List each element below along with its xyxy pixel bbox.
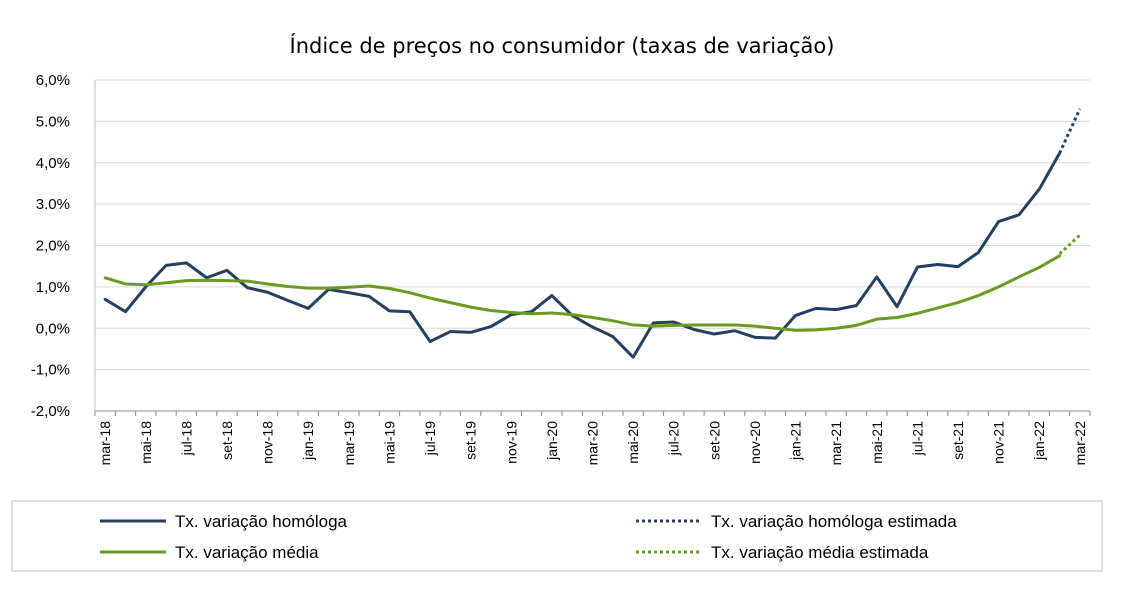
- x-tick-label: set-20: [706, 421, 722, 460]
- y-tick-label: 4,0%: [36, 155, 70, 172]
- series-line-1: [103, 151, 1062, 359]
- y-tick-label: 2,0%: [36, 238, 70, 255]
- y-axis: 6,0% 5.0% 4,0% 3.0% 2,0% 1,0% 0,0% -1,0% -2,0%: [31, 72, 70, 420]
- x-axis: mar-18 mai-18 jul-18 set-18 nov-18 jan-19 mar-…: [94, 80, 1091, 466]
- x-tick-label: nov-18: [260, 421, 276, 464]
- x-tick-label: jan-21: [788, 421, 804, 461]
- x-tick-label: jul-18: [178, 421, 194, 456]
- legend-label-1: Tx. variação homóloga: [175, 512, 348, 531]
- x-tick-label: nov-21: [991, 421, 1007, 464]
- x-tick-label: nov-20: [747, 421, 763, 464]
- legend-label-2: Tx. variação homóloga estimada: [711, 512, 957, 531]
- x-tick-label: mar-18: [97, 421, 113, 466]
- series-line-2: [1058, 108, 1082, 154]
- x-tick-label: jul-20: [666, 421, 682, 456]
- y-tick-label: -2,0%: [31, 403, 70, 420]
- x-tick-label: mar-20: [585, 421, 601, 466]
- x-tick-label: mai-19: [381, 421, 397, 464]
- x-tick-label: set-19: [463, 421, 479, 460]
- x-tick-label: set-21: [950, 421, 966, 460]
- series-layer: [103, 108, 1082, 359]
- y-tick-label: 5.0%: [36, 113, 70, 130]
- legend-label-3: Tx. variação média: [175, 543, 319, 562]
- x-tick-label: jul-19: [422, 421, 438, 456]
- y-tick-label: -1,0%: [31, 362, 70, 379]
- chart-title: Índice de preços no consumidor (taxas de…: [290, 33, 835, 58]
- legend-box: [11, 500, 1103, 572]
- y-tick-label: 0,0%: [36, 320, 70, 337]
- series-line-3: [103, 254, 1062, 332]
- grid: [95, 79, 1090, 412]
- x-tick-label: jul-21: [909, 421, 925, 456]
- y-tick-label: 3.0%: [36, 196, 70, 213]
- x-tick-label: mai-21: [869, 421, 885, 464]
- legend: Tx. variação homóloga Tx. variação homólo…: [11, 500, 1103, 572]
- legend-label-4: Tx. variação média estimada: [711, 543, 929, 562]
- x-tick-label: set-18: [219, 421, 235, 460]
- x-tick-label: mai-18: [138, 421, 154, 464]
- y-tick-label: 1,0%: [36, 279, 70, 296]
- x-tick-label: jan-19: [300, 421, 316, 461]
- x-tick-label: jan-20: [544, 421, 560, 461]
- x-tick-label: mar-22: [1072, 421, 1088, 466]
- x-tick-label: jan-22: [1031, 421, 1047, 461]
- x-tick-label: mar-21: [828, 421, 844, 466]
- y-tick-label: 6,0%: [36, 72, 70, 89]
- x-tick-label: mai-20: [625, 421, 641, 464]
- x-tick-label: nov-19: [503, 421, 519, 464]
- x-tick-label: mar-19: [341, 421, 357, 466]
- series-line-4: [1058, 234, 1081, 255]
